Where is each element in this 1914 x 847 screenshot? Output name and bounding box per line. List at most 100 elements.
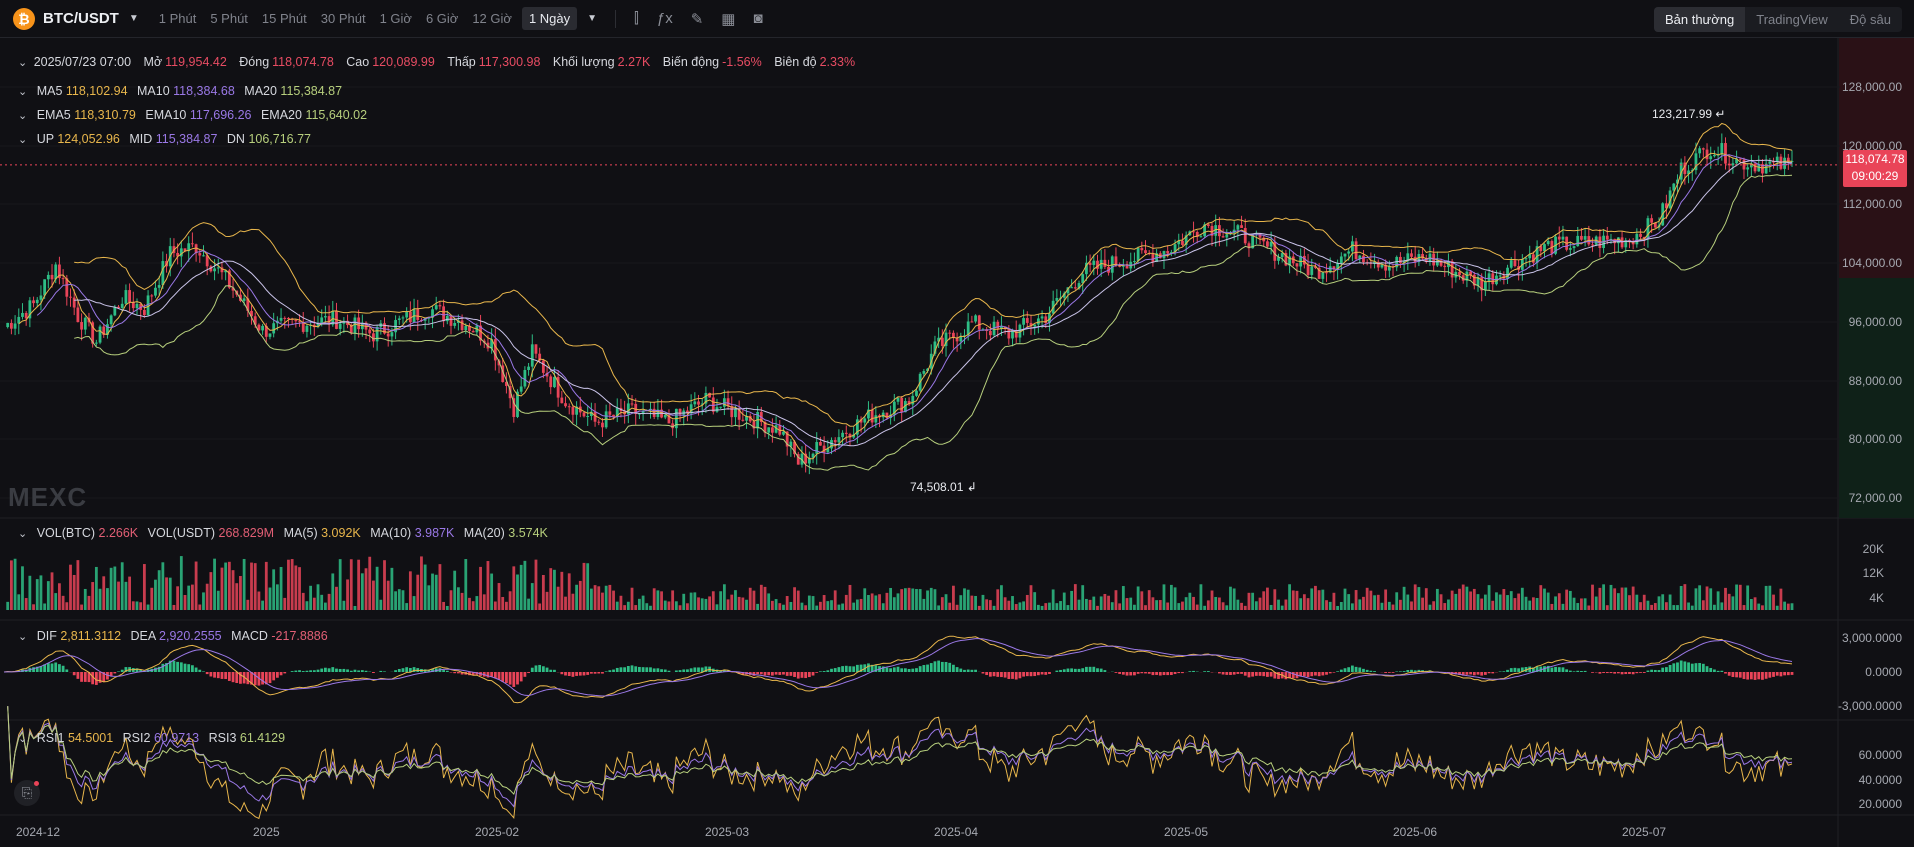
volume-bar <box>1107 595 1110 610</box>
volume-bar <box>1727 593 1731 610</box>
volume-bar <box>183 595 187 610</box>
candle-body <box>1181 240 1184 245</box>
volume-bar <box>878 594 881 610</box>
tf-6h[interactable]: 6 Giờ <box>425 11 459 26</box>
macd-histogram-bar <box>700 667 704 672</box>
candle-body <box>1753 163 1757 172</box>
tf-15m[interactable]: 15 Phút <box>261 11 307 26</box>
tf-30m[interactable]: 30 Phút <box>320 11 366 26</box>
volume-bar <box>135 601 139 610</box>
macd-histogram-bar <box>1217 672 1221 674</box>
indicator-icon[interactable]: ƒx <box>656 10 673 27</box>
macd-histogram-bar <box>1144 672 1147 674</box>
volume-bar <box>822 595 826 610</box>
candle-body <box>1591 244 1594 246</box>
volume-bar <box>745 599 748 610</box>
volume-bar <box>1572 597 1576 610</box>
volume-bar <box>305 601 309 610</box>
candle-body <box>246 298 250 311</box>
volume-bar <box>1029 585 1033 610</box>
macd-histogram-bar <box>1624 672 1628 675</box>
volume-bar <box>1749 599 1753 610</box>
macd-histogram-bar <box>785 672 789 676</box>
volume-bar <box>874 595 878 610</box>
collapse-icon[interactable]: ⌄ <box>18 528 28 540</box>
macd-histogram-bar <box>918 666 922 672</box>
tf-12h[interactable]: 12 Giờ <box>472 11 512 26</box>
candle-body <box>1162 251 1166 259</box>
candle-body <box>1764 163 1768 174</box>
view-depth[interactable]: Độ sâu <box>1849 12 1891 27</box>
macd-histogram-bar <box>549 669 553 672</box>
candle-body <box>460 320 464 331</box>
layout-icon[interactable]: ▦ <box>721 10 736 28</box>
pair-dropdown-icon[interactable]: ▼ <box>128 13 139 24</box>
volume-bar <box>1373 595 1376 610</box>
volume-bar <box>264 561 268 610</box>
macd-histogram-bar <box>39 666 43 672</box>
volume-bar <box>261 600 264 610</box>
volume-bar <box>272 569 276 610</box>
dea-line <box>3 638 1793 697</box>
volume-bar <box>700 598 704 610</box>
price-axis-bg <box>1839 278 1914 518</box>
volume-bar <box>1369 590 1373 610</box>
candle-body <box>1749 163 1753 168</box>
volume-bar <box>1121 586 1125 610</box>
draw-icon[interactable]: ✎ <box>690 10 704 28</box>
volume-bar <box>530 583 534 610</box>
volume-bar <box>1070 590 1074 610</box>
volume-bar <box>1506 595 1509 610</box>
volume-bar <box>1583 598 1587 610</box>
chart-settings-button[interactable]: ⎘ <box>14 780 40 806</box>
macd-histogram-bar <box>1151 672 1155 676</box>
tf-1h[interactable]: 1 Giờ <box>379 11 412 26</box>
volume-bar <box>926 590 929 610</box>
volume-bar <box>179 556 183 610</box>
volume-bar <box>383 560 386 610</box>
candle-body <box>867 409 870 419</box>
candle-body <box>1705 149 1709 160</box>
volume-bar <box>1262 591 1266 610</box>
collapse-icon[interactable]: ⌄ <box>18 110 28 122</box>
candle-body <box>35 299 39 304</box>
volume-bar <box>1465 586 1469 610</box>
macd-histogram-bar <box>1664 667 1668 672</box>
candle-body <box>1096 260 1099 269</box>
candle-body <box>445 315 449 322</box>
macd-histogram-bar <box>1472 672 1476 676</box>
tf-more-icon[interactable]: ▼ <box>587 13 598 24</box>
volume-bar <box>974 595 977 610</box>
candle-body <box>1025 318 1029 323</box>
candle-body <box>1435 260 1439 266</box>
volume-bar <box>50 572 54 610</box>
candle-body <box>1605 235 1609 240</box>
collapse-icon[interactable]: ⌄ <box>18 86 28 98</box>
volume-bar <box>445 605 449 610</box>
rsi1-label: RSI1 <box>36 731 65 745</box>
view-basic[interactable]: Bản thường <box>1653 7 1746 32</box>
collapse-icon[interactable]: ⌄ <box>18 134 28 146</box>
candle-type-icon[interactable]: ⫿ <box>634 10 639 27</box>
candle-body <box>1735 158 1738 164</box>
tf-1m[interactable]: 1 Phút <box>158 11 197 26</box>
collapse-icon[interactable]: ⌄ <box>18 57 28 69</box>
pair-name[interactable]: BTC/USDT <box>43 10 119 27</box>
ohlc-date: 2025/07/23 07:00 <box>33 55 132 69</box>
view-tradingview[interactable]: TradingView <box>1756 12 1828 27</box>
tf-5m[interactable]: 5 Phút <box>210 11 248 26</box>
macd-histogram-bar <box>80 672 83 682</box>
macd-histogram-bar <box>1583 670 1587 672</box>
x-tick: 2025-02 <box>475 825 520 839</box>
candle-body <box>1354 241 1358 260</box>
volume-bar <box>1561 603 1565 610</box>
camera-icon[interactable]: ◙ <box>753 10 763 27</box>
collapse-icon[interactable]: ⌄ <box>18 733 28 745</box>
volume-bar <box>697 597 700 610</box>
collapse-icon[interactable]: ⌄ <box>18 631 28 643</box>
high-marker-value: 123,217.99 <box>1652 107 1713 121</box>
macd-histogram-bar <box>109 672 113 677</box>
tf-1d[interactable]: 1 Ngày <box>521 7 578 30</box>
volume-bar <box>1306 598 1310 610</box>
